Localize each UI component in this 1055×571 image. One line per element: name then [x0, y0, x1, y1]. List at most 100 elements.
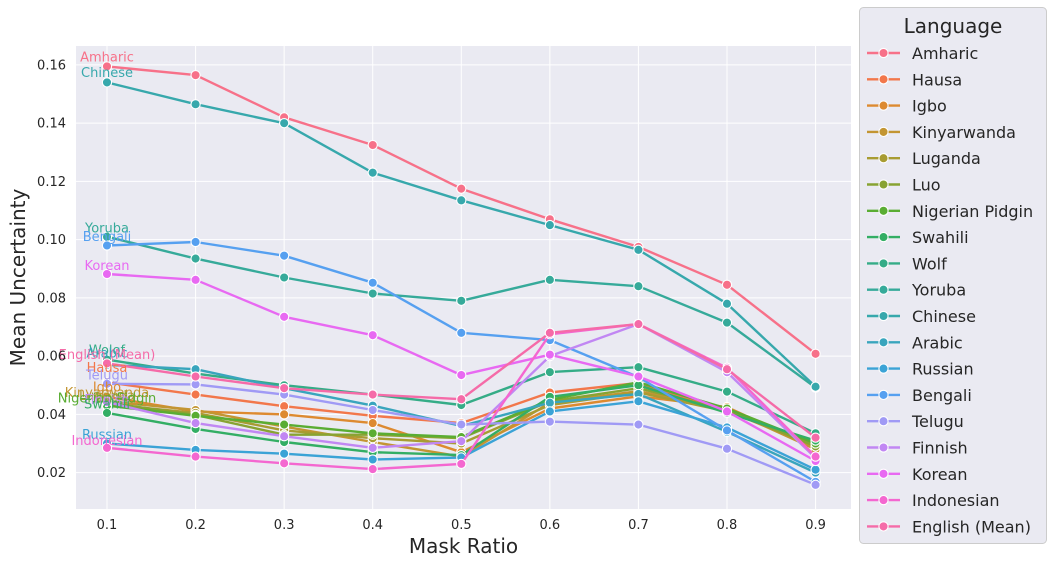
data-point	[278, 118, 290, 129]
data-point	[544, 416, 556, 427]
data-point	[633, 281, 644, 292]
data-point	[544, 366, 556, 378]
data-point	[721, 298, 733, 309]
series-chinese	[101, 77, 821, 392]
annotation-hausa: Hausa	[87, 361, 128, 376]
legend-label: Luo	[912, 176, 941, 195]
y-tick-label: 0.04	[37, 408, 66, 423]
data-point	[190, 389, 201, 400]
data-point	[456, 394, 467, 405]
legend-item-yoruba: Yoruba	[867, 281, 966, 300]
data-point	[456, 295, 467, 306]
data-point	[456, 436, 467, 447]
legend-title: Language	[904, 14, 1003, 38]
data-point	[190, 274, 201, 285]
data-point	[101, 396, 113, 408]
data-point	[101, 378, 113, 389]
data-point	[367, 454, 378, 465]
legend-swatch-marker	[878, 153, 889, 164]
data-point	[810, 432, 821, 443]
legend-label: English (Mean)	[912, 517, 1031, 536]
data-point	[190, 451, 201, 462]
data-point	[721, 386, 733, 397]
legend-label: Swahili	[912, 228, 969, 247]
annotation-yoruba: Yoruba	[84, 221, 129, 236]
legend-label: Amharic	[912, 44, 978, 63]
data-point	[367, 442, 378, 453]
legend-label: Finnish	[912, 439, 968, 458]
legend-item-amharic: Amharic	[867, 44, 978, 63]
x-tick-label: 0.4	[362, 518, 383, 533]
data-point	[456, 419, 467, 430]
legend-swatch-marker	[878, 47, 889, 59]
legend-swatch-marker	[878, 205, 889, 216]
legend-label: Arabic	[912, 333, 963, 352]
data-point	[456, 183, 467, 194]
annotation-kinyarwanda: Kinyarwanda	[65, 386, 149, 401]
series-lines	[101, 61, 821, 490]
annotation-finnish: Finnish	[84, 393, 129, 408]
data-point	[810, 464, 821, 475]
legend-swatch-marker	[878, 100, 889, 111]
legend-item-luo: Luo	[867, 176, 941, 195]
data-point	[278, 409, 290, 420]
data-point	[810, 348, 821, 359]
data-point	[367, 463, 378, 475]
annotation-wolof: Wolof	[89, 344, 126, 359]
legend-swatch-marker	[878, 416, 889, 427]
legend-swatch-marker	[878, 231, 889, 243]
series-telugu	[101, 378, 821, 490]
y-axis-label: Mean Uncertainty	[6, 188, 30, 366]
data-point	[633, 318, 644, 330]
data-point	[633, 396, 644, 407]
legend-label: Russian	[912, 360, 974, 379]
annotation-nigerian-pidgin: Nigerian Pidgin	[58, 392, 156, 407]
legend-swatch-marker	[878, 310, 889, 322]
y-axis-ticks: 0.02 0.04 0.06 0.08 0.10 0.12 0.14 0.16	[37, 58, 66, 481]
data-point	[544, 349, 556, 360]
data-point	[367, 404, 378, 416]
annotation-luo: Luo	[95, 390, 118, 405]
data-point	[367, 417, 378, 429]
data-point	[367, 139, 378, 151]
annotation-amharic: Amharic	[80, 50, 134, 65]
legend-swatch-marker	[878, 337, 889, 348]
data-point	[721, 425, 733, 436]
legend-item-hausa: Hausa	[867, 70, 962, 89]
data-point	[456, 327, 467, 338]
data-point	[456, 458, 467, 470]
data-point	[367, 277, 378, 288]
legend-label: Bengali	[912, 386, 972, 405]
legend-label: Nigerian Pidgin	[912, 202, 1033, 221]
y-tick-label: 0.16	[37, 58, 66, 73]
legend-item-swahili: Swahili	[867, 228, 969, 247]
data-point	[190, 417, 201, 429]
x-tick-label: 0.1	[97, 518, 118, 533]
data-point	[190, 69, 201, 81]
legend-item-korean: Korean	[867, 465, 968, 484]
data-point	[190, 371, 201, 382]
data-point	[633, 371, 644, 382]
legend-label: Hausa	[912, 70, 962, 89]
legend-item-chinese: Chinese	[867, 307, 976, 326]
data-point	[721, 443, 733, 454]
data-point	[544, 327, 556, 338]
legend-item-nigerian-pidgin: Nigerian Pidgin	[867, 202, 1033, 221]
annotation-swahili: Swahili	[84, 398, 130, 413]
data-point	[101, 358, 113, 369]
legend-items: Amharic Hausa Igbo Kinyarwanda Luganda Luo Nig…	[867, 44, 1033, 536]
data-point	[367, 428, 378, 439]
legend-item-finnish: Finnish	[867, 439, 968, 458]
legend-label: Luganda	[912, 149, 981, 168]
legend-swatch-marker	[878, 74, 889, 85]
annotation-english-mean: English (Mean)	[59, 348, 156, 363]
legend-item-bengali: Bengali	[867, 386, 972, 405]
annotation-luganda: Luganda	[79, 389, 135, 404]
data-point	[544, 406, 556, 417]
data-point	[367, 288, 378, 299]
y-tick-label: 0.12	[37, 175, 66, 190]
data-point	[190, 236, 201, 248]
data-point	[278, 419, 290, 430]
